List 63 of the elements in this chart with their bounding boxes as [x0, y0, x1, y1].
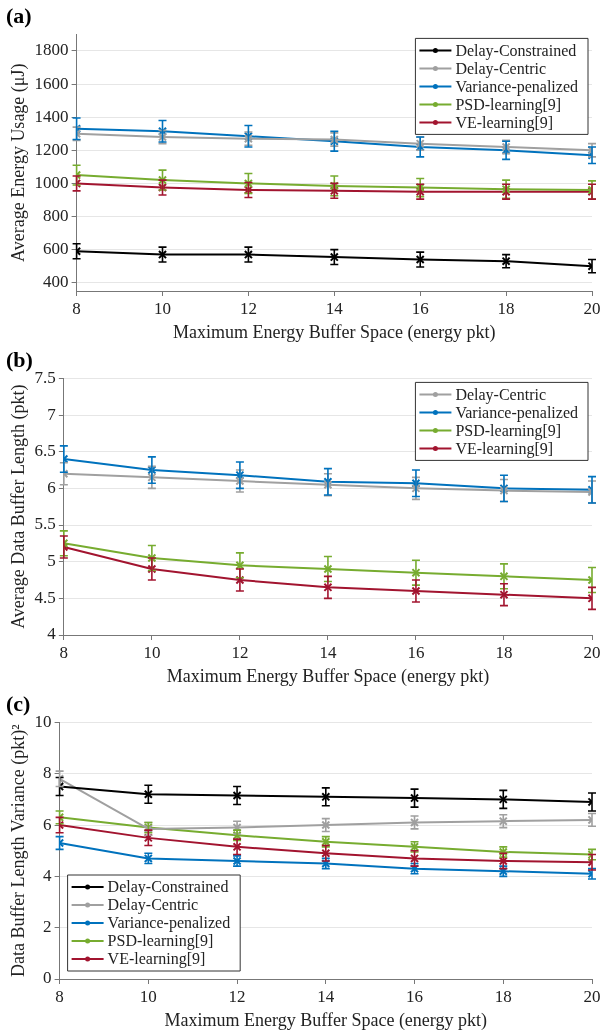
y-tick-label: 6.5 — [34, 441, 56, 461]
y-tick-label: 1400 — [34, 106, 69, 126]
legend-label: VE-learning[9] — [455, 113, 554, 132]
x-tick-label: 18 — [494, 986, 512, 1006]
y-tick-label: 0 — [43, 968, 52, 988]
y-tick-label: 1800 — [34, 40, 69, 60]
y-tick-label: 5 — [47, 551, 56, 571]
x-tick-label: 12 — [239, 298, 257, 318]
chart-title: (a) — [6, 2, 32, 28]
x-tick-label: 16 — [411, 298, 429, 318]
legend-label: VE-learning[9] — [455, 439, 554, 458]
chart-title: (c) — [6, 690, 31, 716]
x-tick-label: 14 — [325, 298, 344, 318]
y-axis-title: Data Buffer Length Variance (pkt)² — [7, 724, 29, 978]
legend-label: Delay-Centric — [107, 896, 199, 915]
legend-label: PSD-learning[9] — [455, 421, 562, 440]
x-axis-title: Maximum Energy Buffer Space (energy pkt) — [166, 665, 490, 687]
x-tick-label: 12 — [228, 986, 246, 1006]
legend-label: Delay-Constrained — [107, 878, 229, 897]
x-tick-label: 20 — [583, 642, 601, 662]
x-tick-label: 14 — [319, 642, 337, 662]
x-tick-label: 10 — [139, 986, 157, 1006]
legend-label: Variance-penalized — [455, 403, 579, 422]
y-tick-label: 4 — [43, 865, 53, 885]
legend-label: Delay-Constrained — [455, 41, 577, 60]
legend-label: Variance-penalized — [455, 77, 579, 96]
x-tick-label: 20 — [583, 298, 601, 318]
x-tick-label: 16 — [407, 642, 425, 662]
x-tick-label: 10 — [143, 642, 161, 662]
x-tick-label: 18 — [497, 298, 515, 318]
x-tick-label: 14 — [317, 986, 335, 1006]
legend-label: PSD-learning[9] — [107, 932, 214, 951]
legend-label: Variance-penalized — [107, 914, 231, 933]
y-tick-label: 4 — [47, 624, 57, 644]
y-tick-label: 800 — [43, 205, 69, 225]
y-tick-label: 600 — [43, 239, 69, 259]
y-tick-label: 2 — [43, 917, 52, 937]
x-tick-label: 20 — [583, 986, 601, 1006]
y-tick-label: 8 — [43, 763, 52, 783]
y-tick-label: 7.5 — [34, 367, 56, 387]
x-tick-label: 16 — [406, 986, 424, 1006]
x-axis-title: Maximum Energy Buffer Space (energy pkt) — [173, 321, 496, 343]
x-tick-label: 10 — [154, 298, 171, 318]
legend-label: PSD-learning[9] — [455, 95, 562, 114]
y-tick-label: 1600 — [34, 73, 69, 93]
y-axis-title: Average Energy Usage (μJ) — [7, 63, 29, 262]
y-axis-title: Average Data Buffer Length (pkt) — [7, 384, 29, 629]
y-tick-label: 4.5 — [34, 587, 56, 607]
y-tick-label: 6 — [47, 477, 56, 497]
y-tick-label: 5.5 — [34, 514, 56, 534]
legend-label: Delay-Centric — [455, 385, 547, 404]
legend-label: Delay-Centric — [455, 59, 547, 78]
x-axis-title: Maximum Energy Buffer Space (energy pkt) — [164, 1009, 488, 1031]
chart-title: (b) — [6, 346, 33, 372]
legend-label: VE-learning[9] — [107, 950, 206, 969]
x-tick-label: 12 — [231, 642, 249, 662]
y-tick-label: 400 — [43, 272, 69, 292]
y-tick-label: 7 — [47, 404, 57, 424]
y-tick-label: 10 — [34, 711, 52, 731]
x-tick-label: 18 — [495, 642, 513, 662]
y-tick-label: 1200 — [34, 139, 69, 159]
y-tick-label: 1000 — [34, 172, 69, 192]
y-tick-label: 6 — [43, 814, 52, 834]
